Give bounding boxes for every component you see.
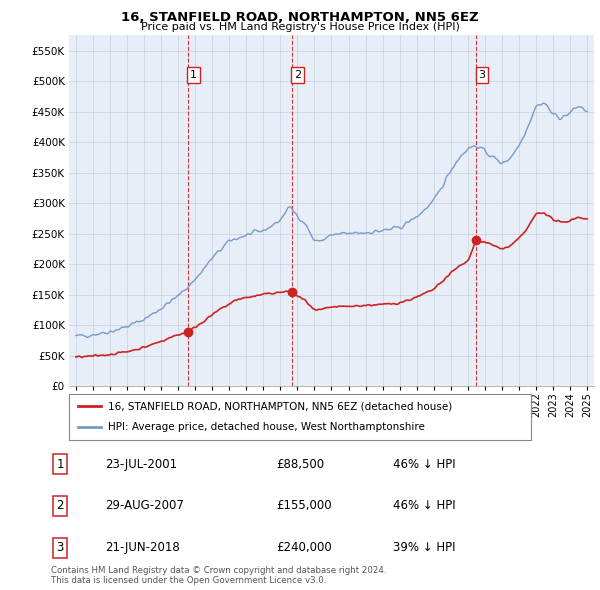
Text: 2: 2 — [56, 499, 64, 513]
Text: 16, STANFIELD ROAD, NORTHAMPTON, NN5 6EZ: 16, STANFIELD ROAD, NORTHAMPTON, NN5 6EZ — [121, 11, 479, 24]
Text: Contains HM Land Registry data © Crown copyright and database right 2024.: Contains HM Land Registry data © Crown c… — [51, 566, 386, 575]
Text: 1: 1 — [56, 457, 64, 471]
Text: 21-JUN-2018: 21-JUN-2018 — [105, 541, 180, 555]
Text: £240,000: £240,000 — [276, 541, 332, 555]
Text: 29-AUG-2007: 29-AUG-2007 — [105, 499, 184, 513]
Text: 3: 3 — [56, 541, 64, 555]
Text: Price paid vs. HM Land Registry's House Price Index (HPI): Price paid vs. HM Land Registry's House … — [140, 22, 460, 32]
Text: 3: 3 — [478, 70, 485, 80]
Text: 46% ↓ HPI: 46% ↓ HPI — [393, 499, 455, 513]
Text: £155,000: £155,000 — [276, 499, 332, 513]
Text: 16, STANFIELD ROAD, NORTHAMPTON, NN5 6EZ (detached house): 16, STANFIELD ROAD, NORTHAMPTON, NN5 6EZ… — [108, 401, 452, 411]
Text: HPI: Average price, detached house, West Northamptonshire: HPI: Average price, detached house, West… — [108, 422, 425, 432]
Text: 39% ↓ HPI: 39% ↓ HPI — [393, 541, 455, 555]
Text: 46% ↓ HPI: 46% ↓ HPI — [393, 457, 455, 471]
Text: £88,500: £88,500 — [276, 457, 324, 471]
Text: 1: 1 — [190, 70, 197, 80]
Text: This data is licensed under the Open Government Licence v3.0.: This data is licensed under the Open Gov… — [51, 576, 326, 585]
Text: 2: 2 — [294, 70, 301, 80]
Text: 23-JUL-2001: 23-JUL-2001 — [105, 457, 177, 471]
